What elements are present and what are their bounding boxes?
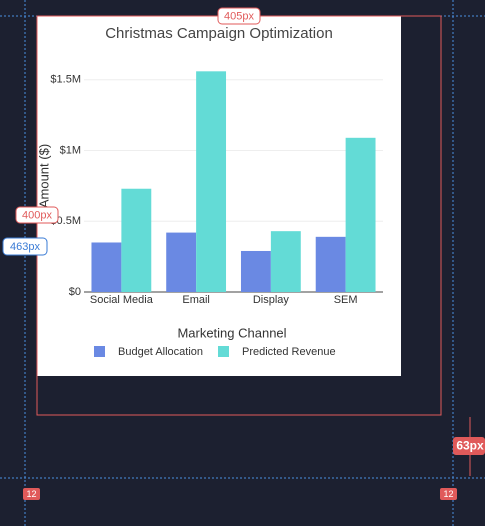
legend-label: Budget Allocation xyxy=(118,346,203,358)
badge xyxy=(2,237,48,256)
badge xyxy=(15,206,59,224)
height-label: 400px xyxy=(22,209,52,221)
bar xyxy=(121,188,152,292)
x-tick-label: Email xyxy=(182,294,210,306)
bar xyxy=(240,250,271,292)
legend-swatch xyxy=(94,346,105,357)
legend-label: Predicted Revenue xyxy=(242,346,336,358)
chart: Christmas Campaign Optimization$0$0.5M$1… xyxy=(36,25,383,358)
x-tick-label: Display xyxy=(253,294,290,306)
right-spacing: 12 xyxy=(443,489,453,499)
x-axis-title: Marketing Channel xyxy=(177,325,286,340)
y-tick-label: $1.5M xyxy=(50,74,81,86)
bar xyxy=(270,231,301,292)
bar xyxy=(91,242,122,292)
bar xyxy=(315,236,346,292)
x-tick-label: SEM xyxy=(334,294,358,306)
legend-swatch xyxy=(218,346,229,357)
outer-height-label: 463px xyxy=(10,241,40,253)
width-label: 405px xyxy=(224,10,254,22)
badge xyxy=(453,437,485,455)
y-tick-label: $1M xyxy=(60,144,81,156)
badge xyxy=(23,488,40,500)
badge xyxy=(440,488,457,500)
gap-label: 63px xyxy=(456,439,484,453)
y-axis-title: Amount ($) xyxy=(36,144,51,208)
x-tick-label: Social Media xyxy=(90,294,154,306)
left-spacing: 12 xyxy=(26,489,36,499)
y-tick-label: $0 xyxy=(69,286,81,298)
bar xyxy=(345,137,376,292)
chart-title: Christmas Campaign Optimization xyxy=(105,25,333,42)
badge xyxy=(217,7,261,25)
bar xyxy=(196,71,227,292)
bar xyxy=(166,232,197,292)
